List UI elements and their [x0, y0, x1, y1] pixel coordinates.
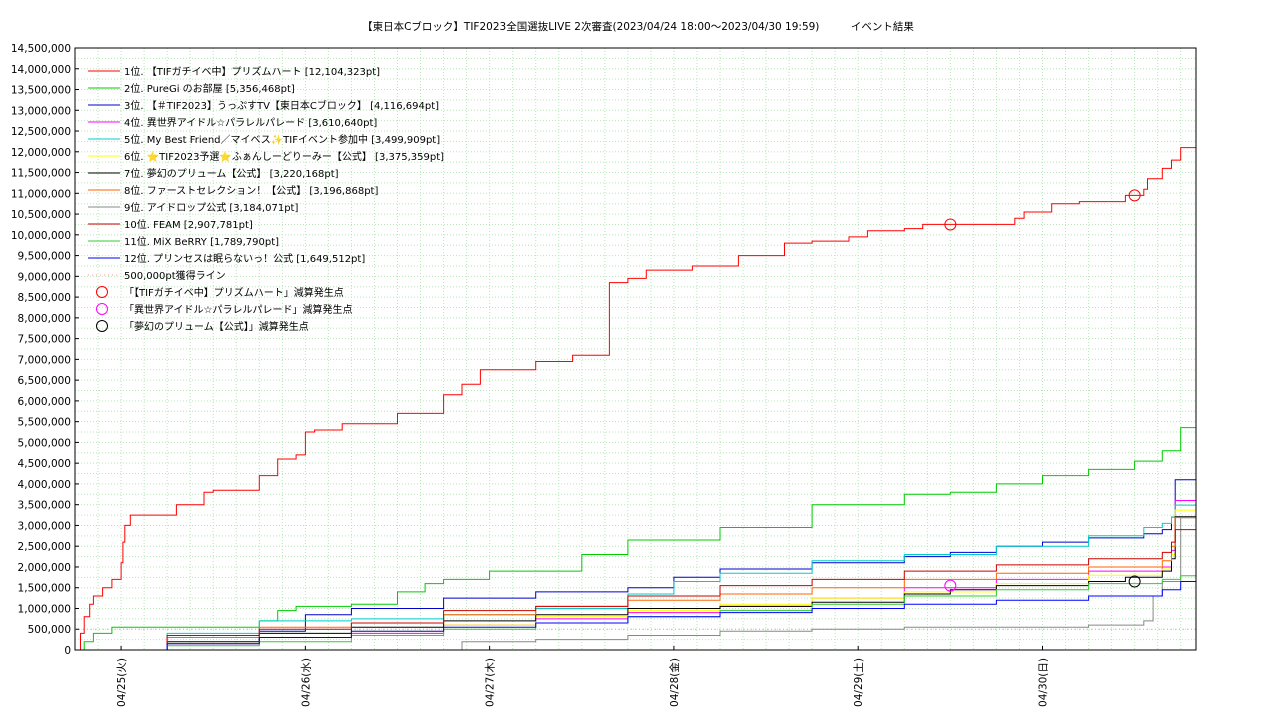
y-tick-label: 8,500,000	[18, 292, 71, 304]
y-tick-label: 6,000,000	[18, 396, 71, 408]
legend-label-2: 2位. PureGi のお部屋 [5,356,468pt]	[124, 82, 295, 95]
legend-label-reference: 500,000pt獲得ライン	[124, 269, 226, 282]
legend-label-9: 9位. アイドロップ公式 [3,184,071pt]	[124, 201, 298, 214]
marker-point-1	[944, 218, 957, 231]
series-line-1	[75, 147, 1197, 651]
y-tick-label: 5,000,000	[18, 437, 71, 449]
x-tick-label: 04/28(金)	[668, 658, 681, 707]
y-tick-label: 13,000,000	[11, 105, 71, 117]
y-tick-label: 10,000,000	[11, 230, 71, 242]
legend-label-5: 5位. My Best Friend／マイベス✨TIFイベント参加中 [3,49…	[124, 133, 440, 146]
legend-label-8: 8位. ファーストセレクション！【公式】 [3,196,868pt]	[124, 184, 378, 197]
y-tick-label: 12,000,000	[11, 147, 71, 159]
y-tick-label: 9,500,000	[18, 251, 71, 263]
grid	[75, 47, 1196, 651]
y-tick-label: 0	[64, 645, 71, 657]
x-axis: 04/25(火) 04/26(水) 04/27(木) 04/28(金) 04/29(土)…	[116, 646, 1049, 707]
y-tick-label: 14,500,000	[11, 43, 71, 55]
x-tick-label: 04/30(日)	[1037, 658, 1049, 707]
legend-label-6: 6位. ⭐TIF2023予選⭐ふぁんしーどりーみー【公式】 [3,375,359…	[124, 150, 444, 163]
y-tick-label: 6,500,000	[18, 375, 71, 387]
legend: 1位. 【TIFガチイベ中】プリズムハート [12,104,323pt] 2位. …	[88, 65, 444, 333]
y-tick-label: 3,500,000	[18, 500, 71, 512]
y-tick-label: 10,500,000	[11, 209, 71, 221]
x-tick-label: 04/25(火)	[116, 658, 128, 707]
y-tick-label: 4,000,000	[18, 479, 71, 491]
y-tick-label: 2,000,000	[18, 562, 71, 574]
x-tick-label: 04/29(土)	[852, 658, 865, 707]
x-tick-label: 04/26(水)	[300, 658, 312, 707]
legend-label-1: 1位. 【TIFガチイベ中】プリズムハート [12,104,323pt]	[124, 65, 380, 78]
series-lines	[75, 147, 1197, 651]
y-tick-label: 7,000,000	[18, 354, 71, 366]
marker-point-1	[1128, 189, 1141, 202]
y-tick-label: 3,000,000	[18, 520, 71, 532]
legend-label-3: 3位. 【＃TIF2023】うっぷすTV【東日本Cブロック】 [4,116,69…	[124, 99, 439, 112]
plot-area-frame	[74, 47, 1197, 651]
legend-label-marker-1: 「【TIFガチイベ中】プリズムハート」減算発生点	[124, 286, 344, 299]
series-line-5	[75, 504, 1197, 651]
legend-marker-2	[96, 303, 108, 315]
y-axis: 0 500,000 1,000,000 1,500,000 2,000,000 2,500…	[11, 43, 79, 657]
y-tick-label: 14,000,000	[11, 64, 71, 76]
y-tick-label: 4,500,000	[18, 458, 71, 470]
legend-label-4: 4位. 異世界アイドル☆パラレルパレード [3,610,640pt]	[124, 116, 377, 129]
legend-label-10: 10位. FEAM [2,907,781pt]	[124, 218, 253, 231]
legend-label-7: 7位. 夢幻のプリューム【公式】 [3,220,168pt]	[124, 167, 339, 180]
legend-marker-1	[96, 286, 108, 298]
y-tick-label: 5,500,000	[18, 417, 71, 429]
legend-marker-3	[96, 320, 108, 332]
marker-point-3	[1128, 575, 1141, 588]
legend-label-12: 12位. プリンセスは眠らないっ！公式 [1,649,512pt]	[124, 252, 365, 265]
y-tick-label: 2,500,000	[18, 541, 71, 553]
y-tick-label: 8,000,000	[18, 313, 71, 325]
x-tick-label: 04/27(木)	[485, 658, 497, 707]
series-line-12	[75, 581, 1196, 651]
series-line-10	[75, 529, 1197, 651]
y-tick-label: 12,500,000	[11, 126, 71, 138]
marker-points	[944, 189, 1141, 592]
y-tick-label: 1,000,000	[18, 603, 71, 615]
marker-point-2	[944, 579, 957, 592]
y-tick-label: 7,500,000	[18, 334, 71, 346]
y-tick-label: 1,500,000	[18, 583, 71, 595]
legend-label-marker-3: 「夢幻のプリューム【公式】」減算発生点	[124, 320, 309, 333]
y-tick-label: 500,000	[28, 624, 71, 636]
legend-label-marker-2: 「異世界アイドル☆パラレルパレード」減算発生点	[124, 303, 352, 316]
y-tick-label: 9,000,000	[18, 271, 71, 283]
legend-label-11: 11位. MiX BeRRY [1,789,790pt]	[124, 235, 279, 248]
y-tick-label: 11,000,000	[11, 188, 71, 200]
y-tick-label: 11,500,000	[11, 168, 71, 180]
y-tick-label: 13,500,000	[11, 85, 71, 97]
chart-title: 【東日本Cブロック】TIF2023全国選抜LIVE 2次審査(2023/04/2…	[362, 20, 914, 33]
